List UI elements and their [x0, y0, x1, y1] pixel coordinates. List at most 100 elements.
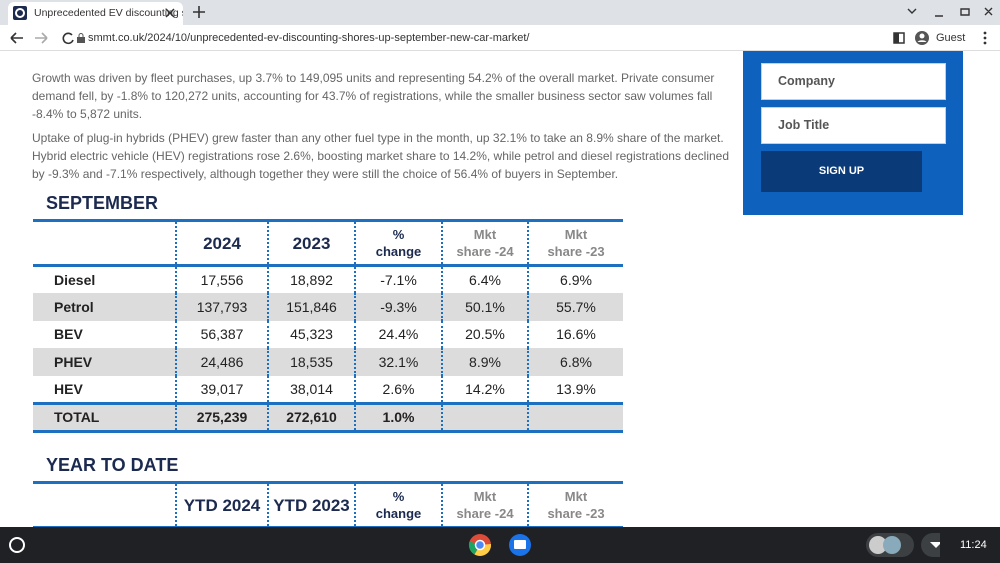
clock: 11:24 [960, 539, 987, 551]
signup-panel: SIGN UP Company Job Title [743, 51, 963, 215]
table-cell: 55.7% [527, 293, 623, 321]
table-cell: 20.5% [441, 320, 528, 349]
row-label: TOTAL [54, 409, 100, 426]
table-cell: 13.9% [527, 375, 623, 404]
header-line: Mkt [473, 227, 497, 242]
header-line: share -23 [547, 506, 605, 521]
favicon [13, 6, 27, 20]
table-cell: 39,017 [175, 375, 268, 404]
table-head: YTD 2024 YTD 2023% change Mkt share -24 Mkt sh… [33, 482, 623, 528]
input-field[interactable]: Company [761, 63, 946, 100]
header-cell: Mkt share -24 [441, 220, 528, 266]
input-field[interactable]: Job Title [761, 107, 946, 144]
header-line: 2023 [292, 233, 331, 253]
header-line: change [375, 506, 422, 521]
address-bar: smmt.co.uk/2024/10/unprecedented-ev-disc… [0, 25, 1000, 51]
row-label: HEV [54, 380, 83, 397]
table-cell: 137,793 [175, 293, 268, 321]
table-row: HEV 39,017 38,014 2.6% 14.2% 13.9% [33, 375, 623, 404]
table-head: 2024 2023% change Mkt share -24 Mkt share -23 [33, 220, 623, 266]
table-cell: 1.0% [354, 403, 442, 432]
table-title: YEAR TO DATE [46, 455, 179, 475]
profile-name[interactable]: Guest [936, 32, 966, 44]
row-label: Diesel [54, 272, 96, 289]
paragraph: Growth was driven by fleet purchases, up… [32, 71, 715, 121]
header-cell: Mkt share -23 [527, 220, 623, 266]
menu[interactable] [982, 30, 988, 46]
tab-close[interactable] [164, 7, 176, 19]
new-tab[interactable] [192, 5, 206, 19]
header-cell: YTD 2024 [175, 482, 268, 528]
header-cell: Mkt share -24 [441, 482, 528, 528]
taskbar: 11:24 [0, 527, 1000, 563]
table-cell: 32.1% [354, 348, 442, 376]
table-body: Diesel 17,556 18,892 -7.1% 6.4% 6.9% Petrol 137… [33, 265, 623, 432]
table-cell: 56,387 [175, 320, 268, 349]
header-line: share -24 [456, 506, 514, 521]
table-row: Diesel 17,556 18,892 -7.1% 6.4% 6.9% [33, 265, 623, 294]
header-cell: YTD 2023 [267, 482, 355, 528]
window-controls[interactable] [905, 5, 995, 19]
header-line: share -24 [456, 244, 514, 259]
table-cell: 14.2% [441, 375, 528, 404]
lock-icon [77, 33, 85, 43]
table-cell: 275,239 [175, 403, 268, 432]
table-cell: 18,892 [267, 265, 355, 294]
row-label: Petrol [54, 298, 94, 315]
table-cell [527, 403, 623, 432]
table-cell: 6.9% [527, 265, 623, 294]
table-cell: 16.6% [527, 320, 623, 349]
nav-buttons[interactable] [8, 29, 78, 47]
table-cell: 6.8% [527, 348, 623, 376]
table-row: Petrol 137,793 151,846 -9.3% 50.1% 55.7% [33, 293, 623, 321]
table-row: BEV 56,387 45,323 24.4% 20.5% 16.6% [33, 320, 623, 349]
table-cell: -7.1% [354, 265, 442, 294]
row-label: PHEV [54, 354, 93, 371]
header-cell [33, 221, 176, 266]
row-label: BEV [54, 326, 83, 343]
taskbar-icons[interactable] [0, 527, 940, 563]
data-table: 2024 2023% change Mkt share -24 Mkt share -23 D… [33, 219, 623, 433]
table-row: PHEV 24,486 18,535 32.1% 8.9% 6.8% [33, 348, 623, 376]
table-cell: 50.1% [441, 293, 528, 321]
data-table: YTD 2024 YTD 2023% change Mkt share -24 Mkt sh… [33, 481, 623, 529]
header-row: YTD 2024 YTD 2023% change Mkt share -24 Mkt sh… [33, 482, 623, 528]
article: Growth was driven by fleet purchases, up… [32, 69, 732, 189]
table-title: SEPTEMBER [46, 193, 159, 213]
profile-icon[interactable] [893, 30, 933, 46]
header-line: 2024 [203, 233, 241, 253]
table-cell: -9.3% [354, 293, 442, 321]
header-line: % [392, 227, 405, 242]
header-line: YTD 2024 [183, 495, 261, 515]
header-cell: 2024 [175, 220, 268, 266]
header-cell: % change [354, 482, 442, 528]
table-cell: 8.9% [441, 348, 528, 376]
header-cell: 2023 [267, 220, 355, 266]
header-row: 2024 2023% change Mkt share -24 Mkt share -23 [33, 220, 623, 266]
table-cell: 24.4% [354, 320, 442, 349]
table-cell: 151,846 [267, 293, 355, 321]
header-cell [33, 483, 176, 528]
table-cell: 6.4% [441, 265, 528, 294]
browser-tab[interactable]: Unprecedented EV discounting s [8, 2, 183, 25]
header-line: Mkt [564, 489, 588, 504]
table-cell: 18,535 [267, 348, 355, 376]
header-line: Mkt [473, 489, 497, 504]
table-cell: 17,556 [175, 265, 268, 294]
table-cell: 2.6% [354, 375, 442, 404]
header-line: change [375, 244, 422, 259]
header-line: % [392, 489, 405, 504]
header-line: YTD 2023 [273, 495, 350, 515]
table-cell [441, 403, 528, 432]
header-cell: % change [354, 220, 442, 266]
table-row: TOTAL 275,239 272,610 1.0% [33, 403, 623, 432]
header-line: Mkt [564, 227, 588, 242]
signup-button[interactable]: SIGN UP [761, 151, 922, 192]
table-cell: 45,323 [267, 320, 355, 349]
table-cell: 38,014 [267, 375, 355, 404]
header-line: share -23 [547, 244, 605, 259]
url[interactable]: smmt.co.uk/2024/10/unprecedented-ev-disc… [88, 32, 530, 44]
table-cell: 272,610 [267, 403, 355, 432]
